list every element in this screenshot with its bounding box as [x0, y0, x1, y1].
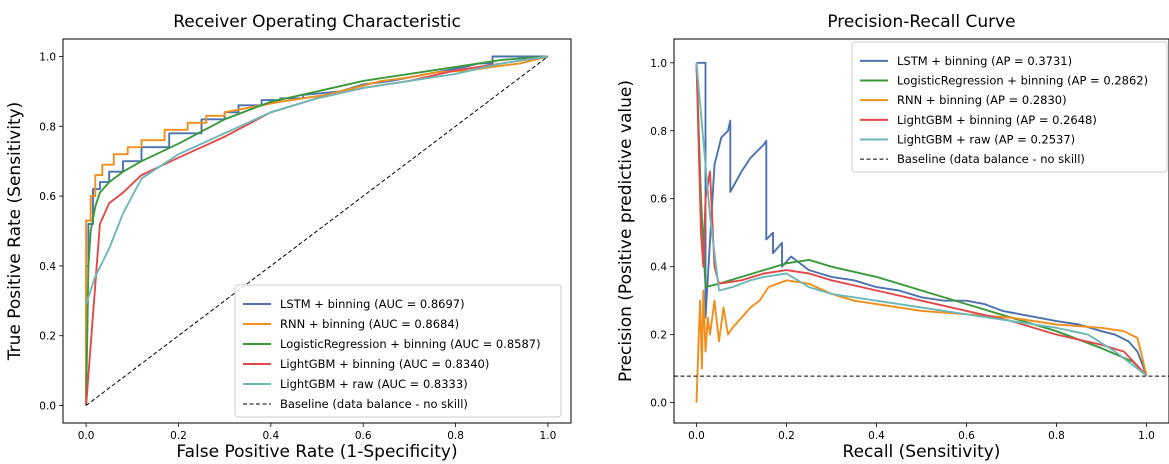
- x-tick-label: 0.2: [170, 430, 187, 442]
- x-tick-label: 0.8: [447, 430, 464, 442]
- legend-entry: RNN + binning (AP = 0.2830): [897, 93, 1067, 107]
- legend-entry: LogisticRegression + binning (AP = 0.286…: [897, 74, 1148, 88]
- x-tick-label: 0.6: [958, 430, 975, 442]
- x-tick-label: 0.2: [778, 430, 795, 442]
- x-tick-label: 1.0: [1138, 430, 1155, 442]
- plot-frame: [62, 38, 572, 424]
- roc-chart: Receiver Operating Characteristic 0.0 0.2 0…: [5, 12, 572, 462]
- series-line-5: [85, 55, 549, 305]
- y-tick-label: 1.0: [650, 58, 667, 70]
- y-axis-label: Precision (Positive predictive value): [616, 80, 636, 382]
- legend-box: [851, 41, 1168, 173]
- x-tick-label: 0.4: [262, 430, 279, 442]
- series-line-1: [696, 61, 1148, 376]
- y-tick-label: 0.2: [650, 330, 667, 342]
- y-tick-label: 0.0: [650, 398, 667, 410]
- x-tick-label: 0.0: [688, 430, 705, 442]
- x-axis-label: Recall (Sensitivity): [843, 442, 1001, 462]
- series-line-3: [85, 55, 548, 406]
- legend: LSTM + binning (AP = 0.3731) LogisticRegr…: [851, 41, 1168, 173]
- x-tick-label: 0.6: [355, 430, 372, 442]
- pr-chart: Precision-Recall Curve 0.0 0.2 0.4 0.6 0.8 1.0…: [616, 12, 1169, 462]
- y-tick-label: 0.0: [39, 401, 56, 413]
- legend-entry: LightGBM + raw (AUC = 0.8333): [280, 377, 468, 391]
- legend-entry: RNN + binning (AUC = 0.8684): [280, 317, 459, 331]
- series-line-4: [85, 55, 549, 406]
- series-group: [674, 61, 1169, 403]
- y-tick-label: 0.6: [39, 191, 56, 203]
- x-tick-label: 0.8: [1048, 430, 1065, 442]
- y-tick-label: 0.8: [650, 126, 667, 138]
- series-line-5: [695, 62, 1148, 377]
- y-axis-label: True Positive Rate (Sensitivity): [5, 102, 25, 362]
- x-tick-label: 0.4: [868, 430, 885, 442]
- x-tick-label: 1.0: [540, 430, 557, 442]
- chart-title: Receiver Operating Characteristic: [173, 12, 461, 32]
- legend-entry: Baseline (data balance - no skill): [280, 397, 468, 411]
- chart-title: Precision-Recall Curve: [827, 12, 1015, 32]
- series-line-6: [85, 56, 549, 406]
- legend-entry: LightGBM + raw (AP = 0.2537): [897, 133, 1075, 147]
- series-line-2: [695, 62, 1148, 377]
- y-tick-label: 0.4: [39, 261, 56, 273]
- series-line-3: [695, 279, 1148, 403]
- legend-entry: Baseline (data balance - no skill): [897, 152, 1085, 166]
- x-axis-label: False Positive Rate (1-Specificity): [176, 442, 457, 462]
- plot-frame: [673, 38, 1169, 424]
- legend: LSTM + binning (AUC = 0.8697) RNN + binni…: [234, 284, 562, 418]
- series-line-2: [85, 55, 549, 406]
- x-tick-label: 0.0: [78, 430, 95, 442]
- legend-entry: LightGBM + binning (AP = 0.2648): [897, 113, 1097, 127]
- legend-entry: LSTM + binning (AUC = 0.8697): [280, 297, 465, 311]
- y-tick-label: 0.2: [39, 331, 56, 343]
- legend-entry: LogisticRegression + binning (AUC = 0.85…: [280, 337, 541, 351]
- y-tick-label: 1.0: [39, 51, 56, 63]
- legend-box: [234, 284, 562, 418]
- y-tick-label: 0.8: [39, 121, 56, 133]
- series-line-4: [695, 62, 1148, 377]
- y-tick-label: 0.6: [650, 194, 667, 206]
- series-group: [85, 55, 549, 406]
- legend-entry: LSTM + binning (AP = 0.3731): [897, 54, 1072, 68]
- y-tick-label: 0.4: [650, 262, 667, 274]
- legend-entry: LightGBM + binning (AUC = 0.8340): [280, 357, 489, 371]
